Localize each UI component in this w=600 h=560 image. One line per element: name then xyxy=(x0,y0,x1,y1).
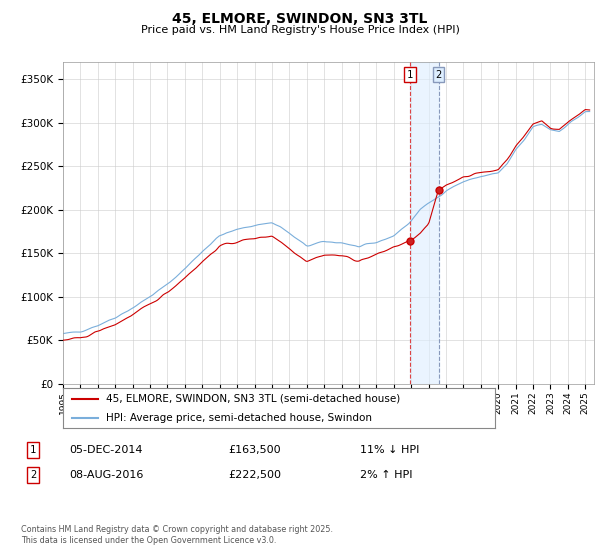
Text: 2: 2 xyxy=(30,470,36,480)
Text: 2% ↑ HPI: 2% ↑ HPI xyxy=(360,470,413,480)
Text: 11% ↓ HPI: 11% ↓ HPI xyxy=(360,445,419,455)
Text: Price paid vs. HM Land Registry's House Price Index (HPI): Price paid vs. HM Land Registry's House … xyxy=(140,25,460,35)
Text: 05-DEC-2014: 05-DEC-2014 xyxy=(69,445,143,455)
Text: 1: 1 xyxy=(30,445,36,455)
Bar xyxy=(410,62,439,384)
Text: 45, ELMORE, SWINDON, SN3 3TL (semi-detached house): 45, ELMORE, SWINDON, SN3 3TL (semi-detac… xyxy=(106,394,400,404)
Text: £222,500: £222,500 xyxy=(228,470,281,480)
Text: 1: 1 xyxy=(407,69,413,80)
Text: 08-AUG-2016: 08-AUG-2016 xyxy=(69,470,143,480)
Text: HPI: Average price, semi-detached house, Swindon: HPI: Average price, semi-detached house,… xyxy=(106,413,372,422)
Text: 2: 2 xyxy=(436,69,442,80)
Text: 45, ELMORE, SWINDON, SN3 3TL: 45, ELMORE, SWINDON, SN3 3TL xyxy=(172,12,428,26)
Text: Contains HM Land Registry data © Crown copyright and database right 2025.
This d: Contains HM Land Registry data © Crown c… xyxy=(21,525,333,545)
Text: £163,500: £163,500 xyxy=(228,445,281,455)
